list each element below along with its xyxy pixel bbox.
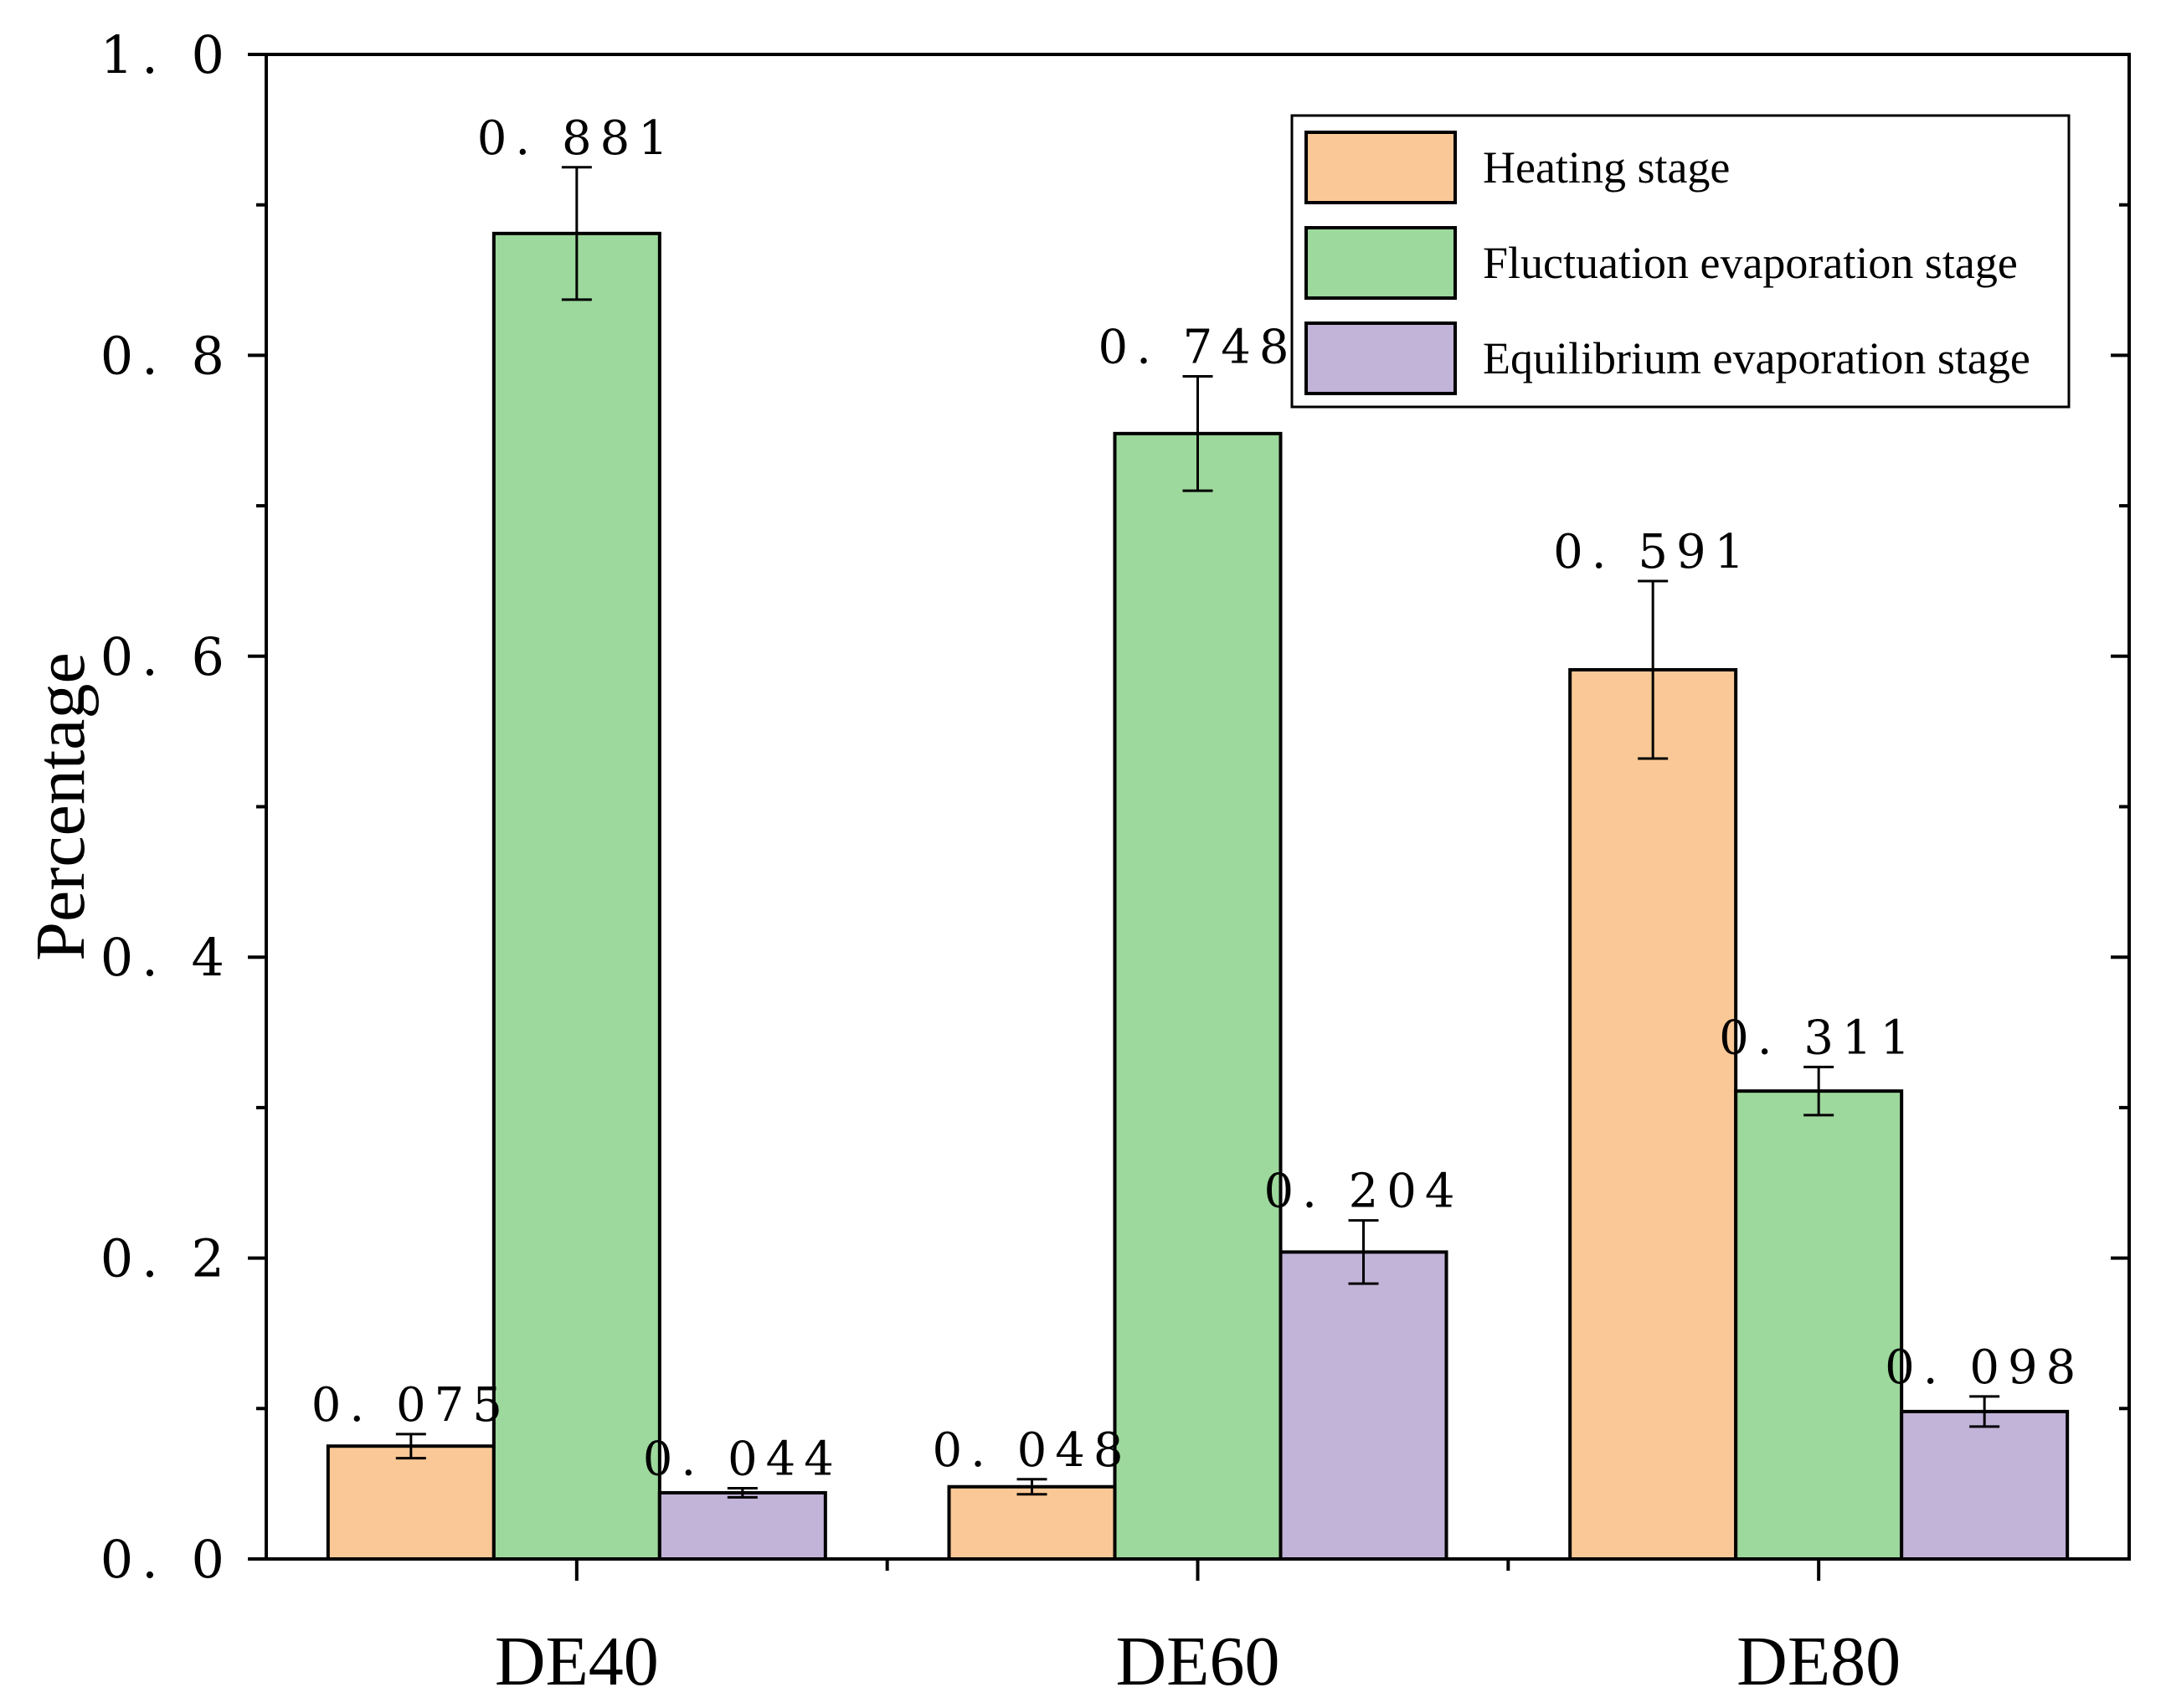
- bar: [947, 1484, 1117, 1561]
- bar: [1900, 1409, 2070, 1561]
- data-label: 0. 098: [1885, 1340, 2084, 1395]
- legend-label: Fluctuation evaporation stage: [1483, 238, 2018, 288]
- bars-layer: [326, 231, 2070, 1561]
- legend-label: Equilibrium evaporation stage: [1483, 333, 2030, 383]
- data-label: 0. 075: [311, 1378, 511, 1433]
- y-axis-title: Percentage: [22, 652, 100, 960]
- bar: [326, 1444, 496, 1561]
- error-bars-layer: [395, 166, 2000, 1499]
- bar: [1279, 1250, 1448, 1561]
- data-label: 0. 311: [1719, 1011, 1918, 1065]
- y-tick-label: 0. 2: [100, 1228, 233, 1289]
- y-tick-label: 1. 0: [100, 24, 233, 85]
- y-tick-label: 0. 0: [100, 1529, 233, 1590]
- bar: [491, 231, 661, 1561]
- bar: [1113, 431, 1283, 1561]
- data-label: 0. 591: [1553, 525, 1752, 579]
- legend-swatch: [1304, 322, 1457, 395]
- x-axis: DE40 DE60 DE80: [495, 1559, 1901, 1700]
- legend-swatch: [1304, 131, 1457, 204]
- data-label: 0. 048: [932, 1423, 1131, 1478]
- y-tick-label: 0. 8: [100, 325, 233, 386]
- x-tick-label: DE40: [495, 1623, 659, 1700]
- x-tick-label: DE60: [1116, 1623, 1280, 1700]
- bar: [657, 1490, 827, 1561]
- y-tick-label: 0. 4: [100, 927, 233, 988]
- y-axis: 0. 0 0. 2 0. 4 0. 6 0. 8 1. 0: [100, 24, 2129, 1590]
- data-labels-layer: 0. 075 0. 881 0. 044 0. 048 0. 748 0. 204 0. 5…: [311, 111, 2084, 1487]
- legend-swatch: [1304, 226, 1457, 300]
- data-label: 0. 881: [477, 111, 677, 166]
- legend-label: Heating stage: [1483, 142, 1730, 193]
- data-label: 0. 204: [1263, 1165, 1463, 1219]
- legend: Heating stage Fluctuation evaporation sta…: [1290, 114, 2071, 409]
- data-label: 0. 044: [643, 1433, 842, 1487]
- x-tick-label: DE80: [1736, 1623, 1901, 1700]
- bar: [1568, 667, 1738, 1561]
- y-tick-label: 0. 6: [100, 626, 233, 687]
- data-label: 0. 748: [1098, 321, 1297, 375]
- bar: [1734, 1089, 1904, 1561]
